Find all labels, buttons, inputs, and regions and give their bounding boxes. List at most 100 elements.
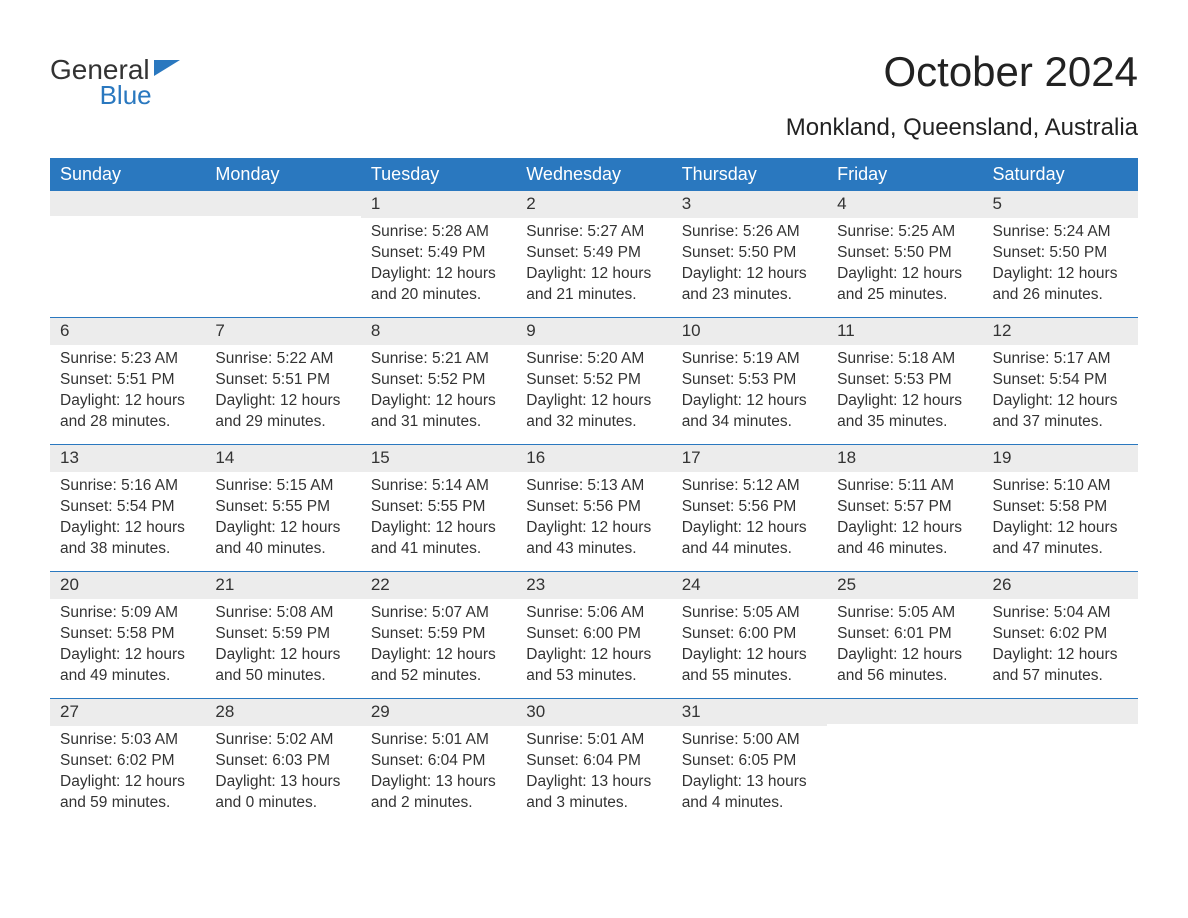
day-body: Sunrise: 5:26 AMSunset: 5:50 PMDaylight:… [672, 218, 827, 314]
day-number: 10 [672, 318, 827, 345]
daylight-text: Daylight: 12 hours and 47 minutes. [993, 518, 1128, 560]
day-header-tue: Tuesday [361, 158, 516, 191]
daylight-text: Daylight: 13 hours and 0 minutes. [215, 772, 350, 814]
day-body: Sunrise: 5:01 AMSunset: 6:04 PMDaylight:… [516, 726, 671, 822]
sunrise-text: Sunrise: 5:11 AM [837, 476, 972, 497]
day-cell: 12Sunrise: 5:17 AMSunset: 5:54 PMDayligh… [983, 318, 1138, 444]
day-cell: 4Sunrise: 5:25 AMSunset: 5:50 PMDaylight… [827, 191, 982, 317]
day-cell [50, 191, 205, 317]
sunrise-text: Sunrise: 5:28 AM [371, 222, 506, 243]
day-number: 18 [827, 445, 982, 472]
sunrise-text: Sunrise: 5:25 AM [837, 222, 972, 243]
sunrise-text: Sunrise: 5:10 AM [993, 476, 1128, 497]
day-body: Sunrise: 5:06 AMSunset: 6:00 PMDaylight:… [516, 599, 671, 695]
sunset-text: Sunset: 5:55 PM [371, 497, 506, 518]
day-cell: 18Sunrise: 5:11 AMSunset: 5:57 PMDayligh… [827, 445, 982, 571]
sunset-text: Sunset: 6:00 PM [682, 624, 817, 645]
sunrise-text: Sunrise: 5:23 AM [60, 349, 195, 370]
day-cell: 27Sunrise: 5:03 AMSunset: 6:02 PMDayligh… [50, 699, 205, 825]
sunset-text: Sunset: 6:01 PM [837, 624, 972, 645]
day-number: 8 [361, 318, 516, 345]
week-row: 6Sunrise: 5:23 AMSunset: 5:51 PMDaylight… [50, 317, 1138, 444]
day-number: 21 [205, 572, 360, 599]
day-body: Sunrise: 5:21 AMSunset: 5:52 PMDaylight:… [361, 345, 516, 441]
day-body: Sunrise: 5:25 AMSunset: 5:50 PMDaylight:… [827, 218, 982, 314]
sunrise-text: Sunrise: 5:20 AM [526, 349, 661, 370]
daylight-text: Daylight: 12 hours and 44 minutes. [682, 518, 817, 560]
sunset-text: Sunset: 5:49 PM [526, 243, 661, 264]
logo-word-blue: Blue [100, 82, 152, 108]
day-number: 13 [50, 445, 205, 472]
sunrise-text: Sunrise: 5:08 AM [215, 603, 350, 624]
day-number: 6 [50, 318, 205, 345]
day-number: 17 [672, 445, 827, 472]
daylight-text: Daylight: 12 hours and 20 minutes. [371, 264, 506, 306]
day-number [50, 191, 205, 216]
day-cell: 26Sunrise: 5:04 AMSunset: 6:02 PMDayligh… [983, 572, 1138, 698]
sunrise-text: Sunrise: 5:15 AM [215, 476, 350, 497]
sunrise-text: Sunrise: 5:06 AM [526, 603, 661, 624]
sunrise-text: Sunrise: 5:14 AM [371, 476, 506, 497]
daylight-text: Daylight: 12 hours and 35 minutes. [837, 391, 972, 433]
day-cell: 22Sunrise: 5:07 AMSunset: 5:59 PMDayligh… [361, 572, 516, 698]
week-row: 13Sunrise: 5:16 AMSunset: 5:54 PMDayligh… [50, 444, 1138, 571]
day-body: Sunrise: 5:18 AMSunset: 5:53 PMDaylight:… [827, 345, 982, 441]
header: General Blue October 2024 Monkland, Quee… [50, 48, 1138, 152]
day-body: Sunrise: 5:14 AMSunset: 5:55 PMDaylight:… [361, 472, 516, 568]
sunset-text: Sunset: 5:58 PM [60, 624, 195, 645]
day-cell [205, 191, 360, 317]
day-body: Sunrise: 5:00 AMSunset: 6:05 PMDaylight:… [672, 726, 827, 822]
sunrise-text: Sunrise: 5:26 AM [682, 222, 817, 243]
day-cell: 25Sunrise: 5:05 AMSunset: 6:01 PMDayligh… [827, 572, 982, 698]
day-number: 1 [361, 191, 516, 218]
day-header-sun: Sunday [50, 158, 205, 191]
daylight-text: Daylight: 12 hours and 50 minutes. [215, 645, 350, 687]
sunset-text: Sunset: 6:00 PM [526, 624, 661, 645]
day-cell: 11Sunrise: 5:18 AMSunset: 5:53 PMDayligh… [827, 318, 982, 444]
sunset-text: Sunset: 5:58 PM [993, 497, 1128, 518]
sunset-text: Sunset: 6:02 PM [993, 624, 1128, 645]
day-number: 16 [516, 445, 671, 472]
sunrise-text: Sunrise: 5:24 AM [993, 222, 1128, 243]
day-cell: 15Sunrise: 5:14 AMSunset: 5:55 PMDayligh… [361, 445, 516, 571]
daylight-text: Daylight: 13 hours and 2 minutes. [371, 772, 506, 814]
daylight-text: Daylight: 12 hours and 52 minutes. [371, 645, 506, 687]
sunset-text: Sunset: 6:04 PM [371, 751, 506, 772]
daylight-text: Daylight: 12 hours and 43 minutes. [526, 518, 661, 560]
day-cell: 10Sunrise: 5:19 AMSunset: 5:53 PMDayligh… [672, 318, 827, 444]
sunset-text: Sunset: 5:51 PM [215, 370, 350, 391]
day-body: Sunrise: 5:10 AMSunset: 5:58 PMDaylight:… [983, 472, 1138, 568]
day-body: Sunrise: 5:07 AMSunset: 5:59 PMDaylight:… [361, 599, 516, 695]
day-number: 19 [983, 445, 1138, 472]
sunset-text: Sunset: 5:50 PM [837, 243, 972, 264]
day-body: Sunrise: 5:13 AMSunset: 5:56 PMDaylight:… [516, 472, 671, 568]
day-body: Sunrise: 5:02 AMSunset: 6:03 PMDaylight:… [205, 726, 360, 822]
day-number: 25 [827, 572, 982, 599]
sunset-text: Sunset: 5:50 PM [993, 243, 1128, 264]
sunrise-text: Sunrise: 5:13 AM [526, 476, 661, 497]
day-cell: 2Sunrise: 5:27 AMSunset: 5:49 PMDaylight… [516, 191, 671, 317]
day-number: 5 [983, 191, 1138, 218]
day-body: Sunrise: 5:23 AMSunset: 5:51 PMDaylight:… [50, 345, 205, 441]
day-cell: 29Sunrise: 5:01 AMSunset: 6:04 PMDayligh… [361, 699, 516, 825]
daylight-text: Daylight: 12 hours and 56 minutes. [837, 645, 972, 687]
sunset-text: Sunset: 5:54 PM [993, 370, 1128, 391]
week-row: 27Sunrise: 5:03 AMSunset: 6:02 PMDayligh… [50, 698, 1138, 825]
day-body: Sunrise: 5:04 AMSunset: 6:02 PMDaylight:… [983, 599, 1138, 695]
sunset-text: Sunset: 6:04 PM [526, 751, 661, 772]
day-number: 22 [361, 572, 516, 599]
day-number: 23 [516, 572, 671, 599]
day-cell: 9Sunrise: 5:20 AMSunset: 5:52 PMDaylight… [516, 318, 671, 444]
sunset-text: Sunset: 5:57 PM [837, 497, 972, 518]
day-body: Sunrise: 5:03 AMSunset: 6:02 PMDaylight:… [50, 726, 205, 822]
day-number: 9 [516, 318, 671, 345]
sunset-text: Sunset: 5:53 PM [682, 370, 817, 391]
day-body: Sunrise: 5:01 AMSunset: 6:04 PMDaylight:… [361, 726, 516, 822]
day-number: 28 [205, 699, 360, 726]
day-number: 26 [983, 572, 1138, 599]
sunset-text: Sunset: 5:52 PM [371, 370, 506, 391]
week-row: 1 Sunrise: 5:28 AM Sunset: 5:49 PM Daylight… [50, 191, 1138, 317]
day-header-fri: Friday [827, 158, 982, 191]
day-number: 31 [672, 699, 827, 726]
daylight-text: Daylight: 13 hours and 3 minutes. [526, 772, 661, 814]
